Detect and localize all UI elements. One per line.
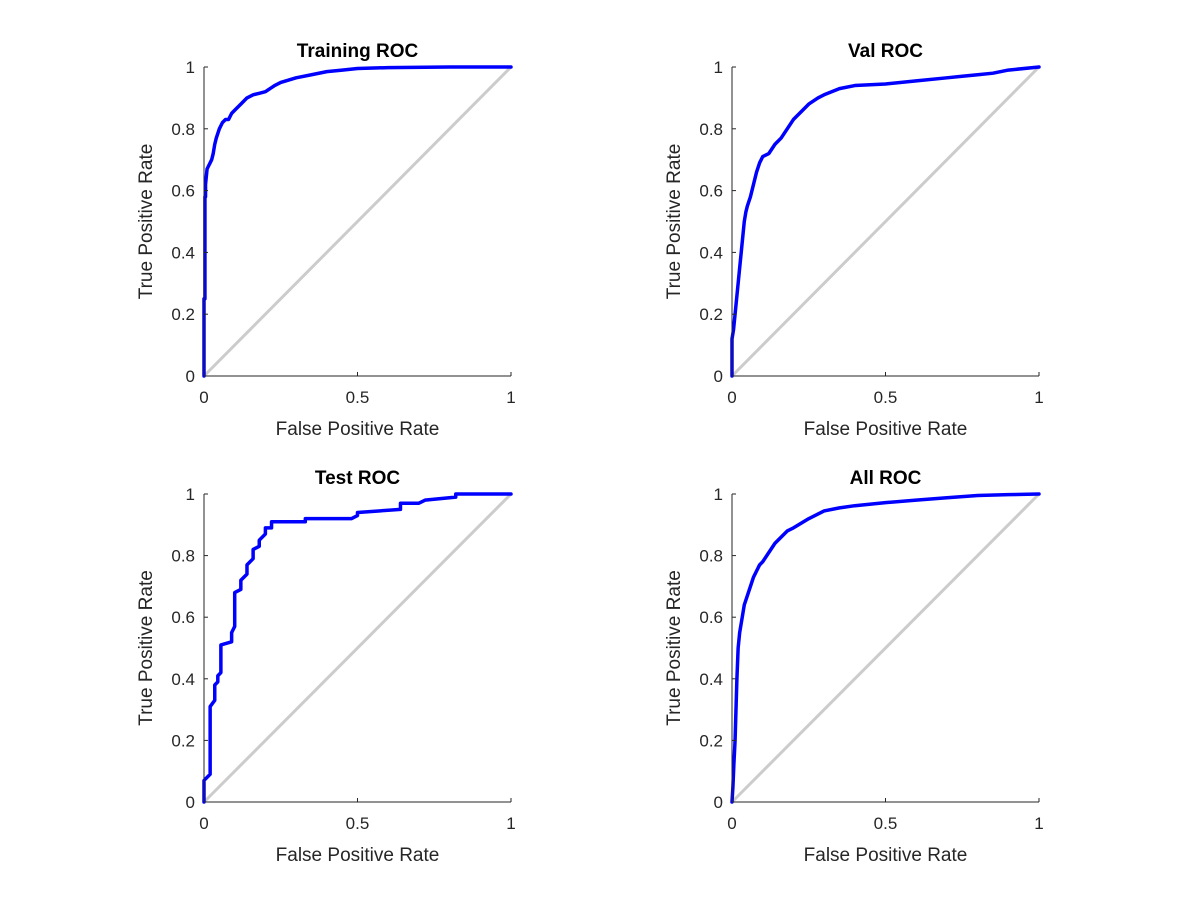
y-axis-label: True Positive Rate xyxy=(136,144,157,300)
panel-title: Val ROC xyxy=(848,41,923,62)
x-tick-label: 0.5 xyxy=(874,814,898,833)
roc-curve-line xyxy=(730,65,1041,378)
x-tick-label: 0 xyxy=(727,388,736,407)
y-axis-label: True Positive Rate xyxy=(664,144,685,300)
panel-title: Test ROC xyxy=(315,468,400,489)
y-tick-label: 0.2 xyxy=(699,305,723,324)
y-tick-label: 0.8 xyxy=(171,120,195,139)
roc-panel-4: 0 0.5 1 0 0.2 0.4 0.6 0.8 1 All ROC False Positive… xyxy=(664,468,1044,866)
x-tick-label: 0 xyxy=(199,388,208,407)
y-tick-label: 0.2 xyxy=(171,731,195,750)
roc-curve-line xyxy=(202,65,513,378)
x-axis-label: False Positive Rate xyxy=(804,419,968,440)
reference-diagonal-line xyxy=(730,65,1041,378)
y-tick-label: 0.4 xyxy=(171,243,195,262)
x-axis-label: False Positive Rate xyxy=(276,845,440,866)
y-tick-label: 0.6 xyxy=(699,182,723,201)
y-tick-label: 0.8 xyxy=(699,120,723,139)
y-tick-label: 1 xyxy=(714,485,723,504)
y-tick-label: 0.2 xyxy=(171,305,195,324)
x-tick-label: 1 xyxy=(1034,388,1043,407)
reference-diagonal-line xyxy=(202,492,513,804)
y-tick-label: 0 xyxy=(186,793,195,812)
roc-curve-line xyxy=(730,492,1041,804)
x-tick-label: 0.5 xyxy=(346,388,370,407)
roc-panel-2: 0 0.5 1 0 0.2 0.4 0.6 0.8 1 Val ROC False Positive… xyxy=(664,41,1044,440)
y-tick-label: 0 xyxy=(186,367,195,386)
y-axis-label: True Positive Rate xyxy=(664,570,685,726)
y-tick-label: 0.4 xyxy=(699,243,723,262)
y-tick-label: 0.4 xyxy=(699,670,723,689)
y-tick-label: 1 xyxy=(714,58,723,77)
roc-panel-1: 0 0.5 1 0 0.2 0.4 0.6 0.8 1 Training ROC False Pos… xyxy=(136,41,516,440)
roc-curve-line xyxy=(202,492,513,804)
y-tick-label: 0 xyxy=(714,367,723,386)
y-tick-label: 0.8 xyxy=(171,547,195,566)
x-tick-label: 1 xyxy=(1034,814,1043,833)
x-tick-label: 0 xyxy=(727,814,736,833)
y-tick-label: 0.2 xyxy=(699,731,723,750)
y-tick-label: 0.6 xyxy=(171,182,195,201)
x-tick-label: 1 xyxy=(506,814,515,833)
reference-diagonal-line xyxy=(730,492,1041,804)
x-axis-label: False Positive Rate xyxy=(276,419,440,440)
y-tick-label: 0.6 xyxy=(699,608,723,627)
x-tick-label: 0 xyxy=(199,814,208,833)
roc-panel-3: 0 0.5 1 0 0.2 0.4 0.6 0.8 1 Test ROC False Positiv… xyxy=(136,468,516,866)
x-tick-label: 0.5 xyxy=(874,388,898,407)
panel-title: Training ROC xyxy=(297,41,419,62)
y-axis-label: True Positive Rate xyxy=(136,570,157,726)
x-tick-label: 1 xyxy=(506,388,515,407)
reference-diagonal-line xyxy=(202,65,513,378)
y-tick-label: 0.6 xyxy=(171,608,195,627)
y-tick-label: 0.4 xyxy=(171,670,195,689)
y-tick-label: 0 xyxy=(714,793,723,812)
x-tick-label: 0.5 xyxy=(346,814,370,833)
panel-title: All ROC xyxy=(850,468,922,489)
y-tick-label: 1 xyxy=(186,58,195,77)
y-tick-label: 0.8 xyxy=(699,547,723,566)
y-tick-label: 1 xyxy=(186,485,195,504)
x-axis-label: False Positive Rate xyxy=(804,845,968,866)
